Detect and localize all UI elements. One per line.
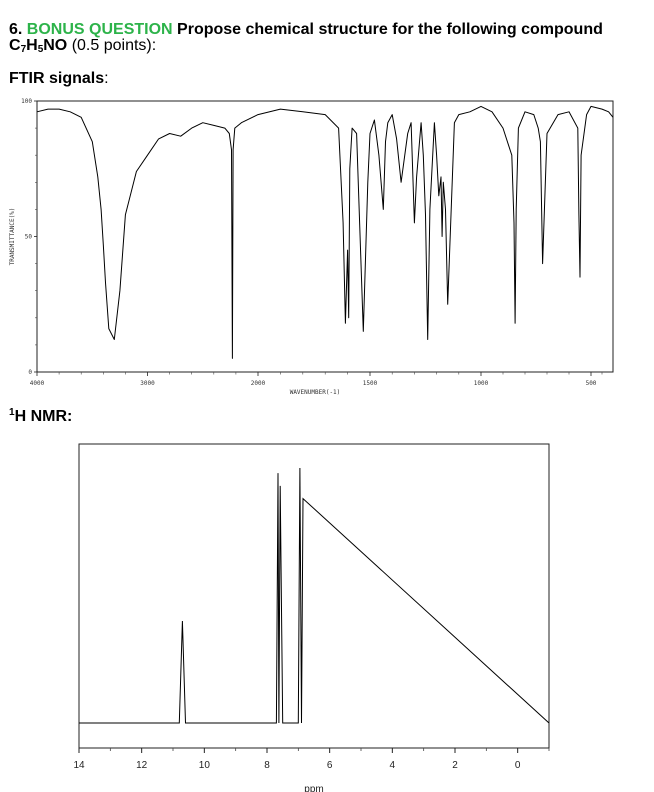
ftir-x-tick-label: 1500 [363, 380, 378, 387]
nmr-x-tick-label: 2 [452, 760, 458, 771]
ftir-x-tick-label: 2000 [251, 380, 266, 387]
ftir-y-tick-label: 0 [28, 369, 32, 376]
question-title: 6. BONUS QUESTION Propose chemical struc… [9, 21, 639, 55]
ftir-x-tick-label: 3000 [140, 380, 155, 387]
question-number: 6. [9, 21, 23, 38]
nmr-heading-label: H NMR: [14, 408, 73, 425]
ftir-x-axis-label: WAVENUMBER(-1) [290, 389, 341, 396]
nmr-x-tick-label: 0 [515, 760, 521, 771]
nmr-x-tick-label: 4 [390, 760, 396, 771]
nmr-x-tick-label: 6 [327, 760, 333, 771]
ftir-y-axis-label: TRANSMITTANCE(%) [9, 208, 16, 266]
nmr-trace [79, 467, 550, 724]
nmr-x-tick-label: 12 [136, 760, 148, 771]
nmr-x-tick-label: 10 [199, 760, 211, 771]
question-prompt: Propose chemical structure for the follo… [9, 21, 603, 54]
ftir-y-tick-label: 50 [25, 234, 33, 241]
formula-subscript-7: 7 [20, 44, 27, 55]
ftir-heading: FTIR signals: [9, 70, 109, 88]
formula-no: NO [43, 37, 68, 54]
nmr-plot-frame [78, 443, 550, 749]
ftir-heading-colon: : [104, 70, 109, 87]
nmr-heading-superscript: 1 [9, 407, 15, 418]
nmr-x-axis-label: ppm [304, 784, 323, 792]
ftir-heading-label: FTIR signals [9, 70, 105, 87]
ftir-x-tick-label: 500 [586, 380, 597, 387]
question-points: (0.5 points): [71, 37, 157, 54]
ftir-x-tick-label: 4000 [30, 380, 45, 387]
bonus-label: BONUS QUESTION [26, 21, 173, 38]
nmr-spectrum-chart: 14 12 10 8 6 4 2 0 ppm [73, 443, 550, 792]
nmr-x-tick-label: 8 [264, 760, 270, 771]
formula-subscript-5: 5 [37, 44, 44, 55]
ftir-x-tick-label: 1000 [474, 380, 489, 387]
formula-h: H [26, 37, 38, 54]
ftir-y-tick-label: 100 [21, 98, 32, 105]
ftir-trace [36, 105, 614, 359]
nmr-heading: 1H NMR: [9, 408, 72, 426]
nmr-x-tick-label: 14 [73, 760, 85, 771]
